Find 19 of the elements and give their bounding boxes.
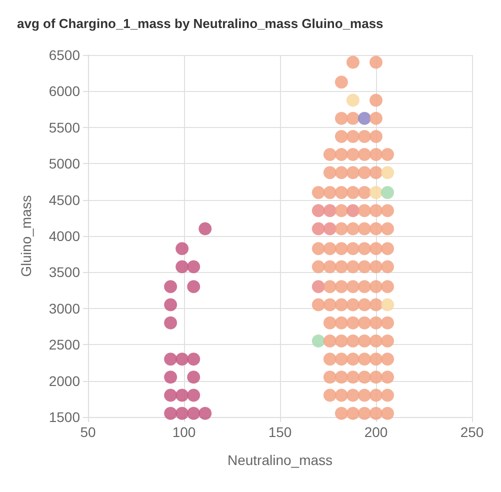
y-tick-label: 5000 <box>48 156 80 172</box>
y-tick-label: 5500 <box>48 119 80 136</box>
y-tick-label: 4000 <box>48 228 80 244</box>
chart-title: avg of Chargino_1_mass by Neutralino_mass Gluino_mass <box>17 16 384 31</box>
y-tick-label: 6000 <box>48 83 80 100</box>
y-tick-label: 2000 <box>48 372 80 389</box>
x-tick-label: 250 <box>460 424 484 440</box>
y-tick-label: 3500 <box>48 264 80 280</box>
x-tick-label: 100 <box>172 424 196 440</box>
y-tick-label: 4500 <box>48 192 80 208</box>
y-tick-label: 1500 <box>48 409 80 425</box>
y-tick-label: 3000 <box>48 300 80 316</box>
y-tick-label: 6500 <box>48 47 80 63</box>
y-tick-label: 2500 <box>48 336 80 353</box>
x-tick-label: 150 <box>268 424 292 440</box>
y-axis-title: Gluino_mass <box>18 195 34 277</box>
x-tick-label: 200 <box>364 424 388 440</box>
x-axis-title: Neutralino_mass <box>227 452 333 468</box>
x-tick-label: 50 <box>80 424 96 440</box>
